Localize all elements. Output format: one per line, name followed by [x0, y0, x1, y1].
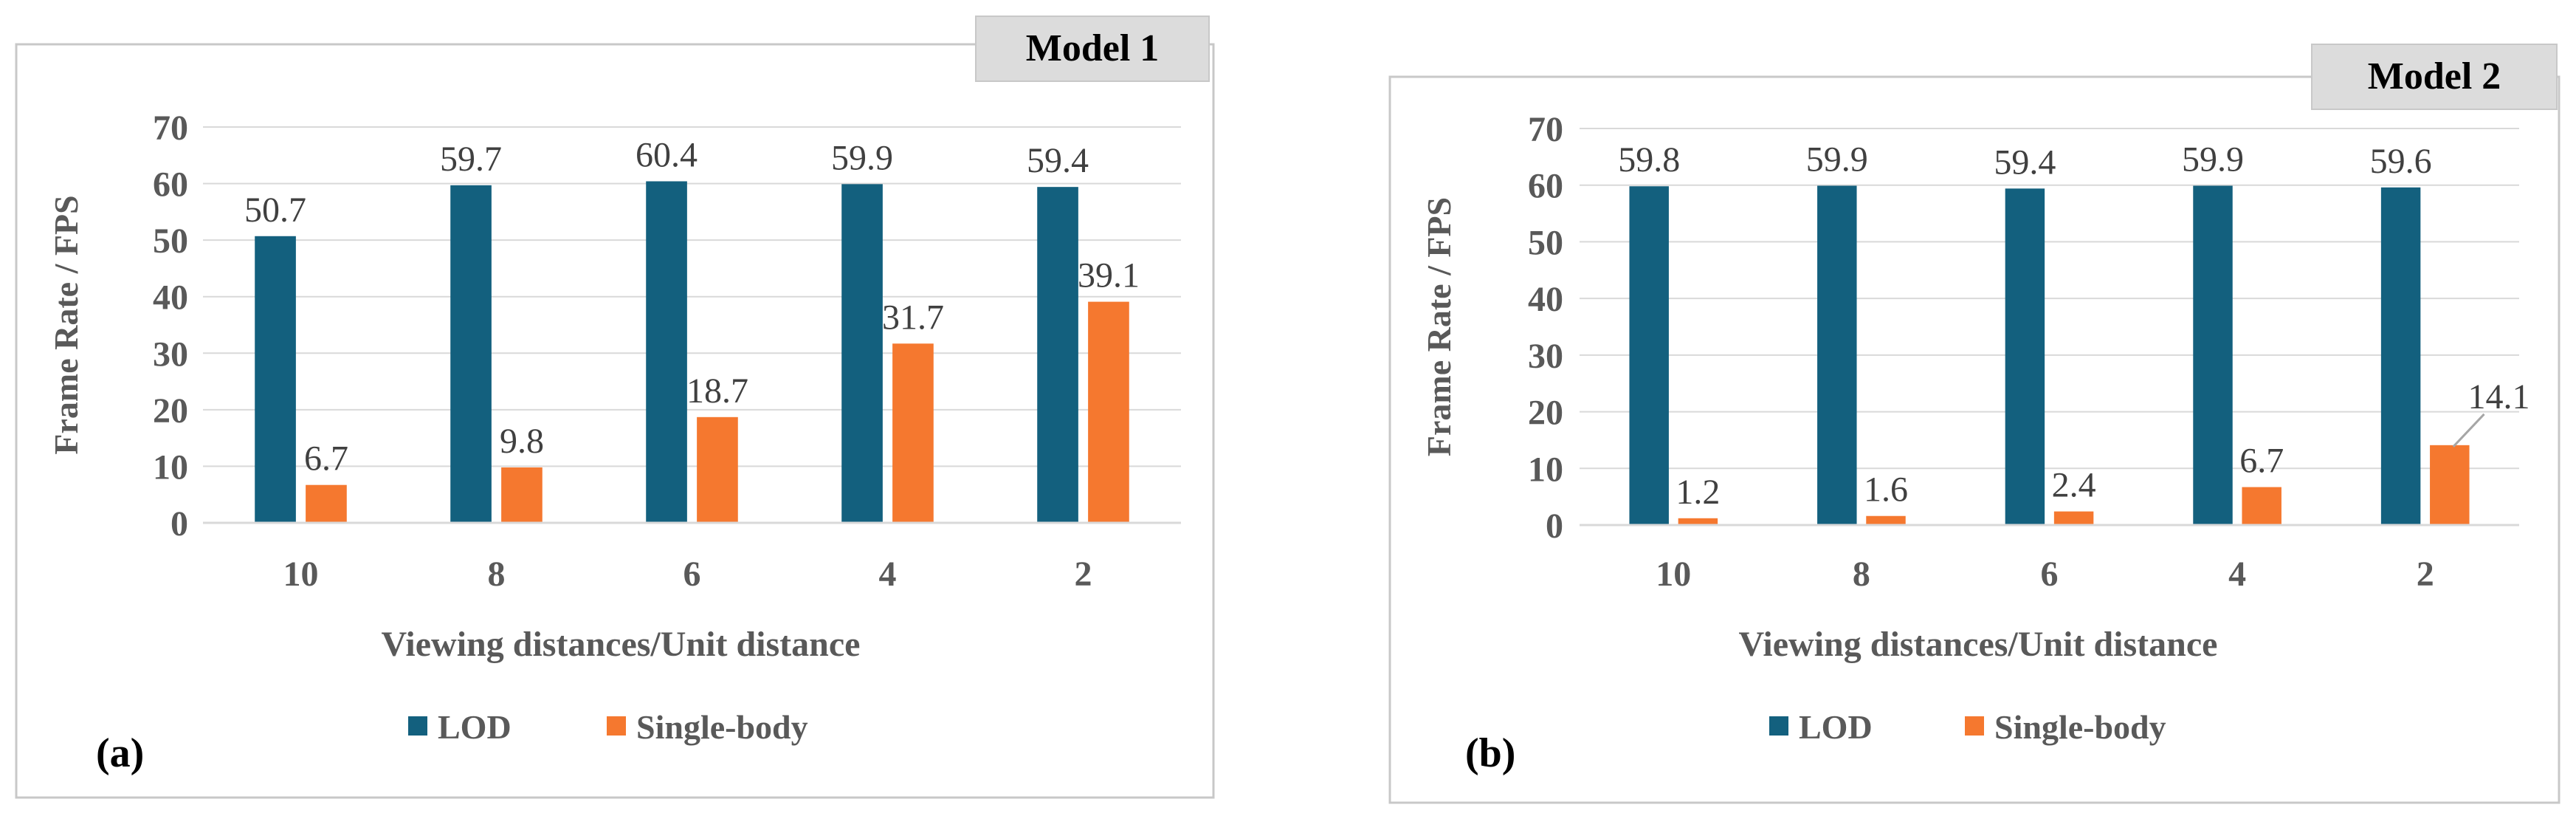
title-tag-box — [975, 16, 1210, 82]
data-label: 14.1 — [2468, 377, 2530, 416]
chart-panel-model-1: Model 1 0 10 20 30 40 50 60 70 Frame Rate / FPS 50… — [15, 16, 1215, 799]
y-tick-label: 20 — [153, 391, 188, 431]
y-tick-label: 40 — [1528, 280, 1563, 319]
legend: LOD Single-body — [408, 708, 808, 746]
y-tick-label: 70 — [153, 109, 188, 148]
bar-lod — [2193, 185, 2233, 525]
x-tick-label: 2 — [2417, 555, 2434, 594]
data-label: 59.9 — [831, 138, 893, 177]
data-label: 59.6 — [2370, 142, 2432, 181]
bar-single-body — [2053, 511, 2094, 525]
bar-single-body — [306, 484, 347, 523]
data-label: 59.4 — [1994, 143, 2056, 182]
legend-label: Single-body — [1994, 708, 2166, 746]
y-tick-label: 60 — [153, 165, 188, 205]
bar-lod — [255, 236, 296, 523]
legend-label: LOD — [1799, 708, 1873, 746]
x-tick-label: 10 — [283, 555, 319, 594]
y-tick-label: 20 — [1528, 394, 1563, 433]
data-label: 9.8 — [500, 422, 544, 461]
data-label: 2.4 — [2052, 466, 2096, 505]
bar-lod — [841, 184, 883, 523]
x-axis-label: Viewing distances/Unit distance — [382, 625, 861, 664]
data-label: 31.7 — [882, 298, 944, 337]
panel-label: (b) — [1465, 730, 1515, 776]
data-label-leader — [2452, 413, 2485, 448]
chart-panel-model-2: Model 2 0 10 20 30 40 50 60 70 Frame Rate / FPS 59… — [1388, 44, 2560, 804]
legend-label: LOD — [438, 708, 512, 746]
bar-lod — [1817, 185, 1857, 525]
y-tick-label: 60 — [1528, 167, 1563, 206]
bar-lod — [2005, 188, 2045, 525]
x-tick-label: 6 — [683, 555, 701, 594]
chart-title: Model 2 — [2368, 55, 2501, 97]
data-label: 59.9 — [1806, 140, 1868, 179]
data-label: 1.6 — [1864, 470, 1908, 510]
bar-lod — [1629, 186, 1669, 525]
data-label: 59.4 — [1027, 141, 1089, 180]
x-tick-label: 8 — [1853, 555, 1870, 594]
panel-frame — [1388, 75, 2560, 804]
bar-single-body — [1088, 301, 1129, 523]
bar-lod — [646, 181, 687, 523]
chart-title: Model 1 — [1026, 27, 1160, 69]
model-title-tag: Model 2 — [2311, 44, 2558, 110]
bar-single-body — [2242, 487, 2281, 525]
bar-single-body — [697, 416, 738, 523]
y-axis-label: Frame Rate / FPS — [1420, 197, 1458, 456]
legend-swatch-lod — [408, 716, 427, 736]
bar-single-body — [892, 343, 934, 523]
y-tick-label: 0 — [1546, 507, 1563, 546]
title-tag-box — [2311, 44, 2558, 110]
x-axis-label: Viewing distances/Unit distance — [1739, 625, 2218, 664]
data-label: 1.2 — [1676, 473, 1720, 512]
legend-label: Single-body — [636, 708, 808, 746]
data-label: 50.7 — [244, 191, 306, 230]
y-axis-label: Frame Rate / FPS — [47, 195, 85, 454]
data-label: 59.7 — [440, 140, 502, 179]
bar-single-body — [2430, 445, 2470, 525]
y-tick-label: 70 — [1528, 110, 1563, 149]
bar-lod — [2380, 187, 2421, 526]
model-title-tag: Model 1 — [975, 16, 1210, 82]
bar-lod — [450, 185, 492, 523]
x-tick-label: 10 — [1656, 555, 1691, 594]
data-label: 60.4 — [636, 136, 698, 175]
data-label: 59.9 — [2182, 140, 2244, 179]
data-label: 39.1 — [1078, 256, 1140, 295]
y-tick-label: 30 — [153, 335, 188, 374]
y-tick-label: 50 — [153, 222, 188, 261]
legend-swatch-single-body — [607, 716, 626, 736]
data-label: 6.7 — [2239, 442, 2284, 481]
x-tick-label: 2 — [1075, 555, 1092, 594]
legend-swatch-single-body — [1965, 716, 1984, 736]
bar-single-body — [1866, 515, 1906, 525]
data-label: 18.7 — [686, 371, 748, 411]
panel-frame — [15, 43, 1215, 799]
y-tick-label: 30 — [1528, 337, 1563, 376]
legend-swatch-lod — [1769, 716, 1788, 736]
x-tick-label: 8 — [488, 555, 506, 594]
y-tick-label: 10 — [1528, 450, 1563, 489]
x-tick-label: 6 — [2041, 555, 2059, 594]
bar-single-body — [501, 467, 543, 523]
legend: LOD Single-body — [1769, 708, 2166, 746]
x-tick-label: 4 — [879, 555, 897, 594]
y-tick-label: 10 — [153, 448, 188, 487]
x-tick-label: 4 — [2228, 555, 2246, 594]
y-tick-label: 40 — [153, 278, 188, 318]
data-label: 59.8 — [1618, 140, 1680, 179]
data-label: 6.7 — [304, 439, 348, 479]
panel-label: (a) — [96, 730, 144, 776]
y-tick-label: 0 — [171, 504, 188, 544]
y-tick-label: 50 — [1528, 223, 1563, 262]
bar-lod — [1037, 187, 1078, 523]
bar-single-body — [1678, 518, 1718, 525]
